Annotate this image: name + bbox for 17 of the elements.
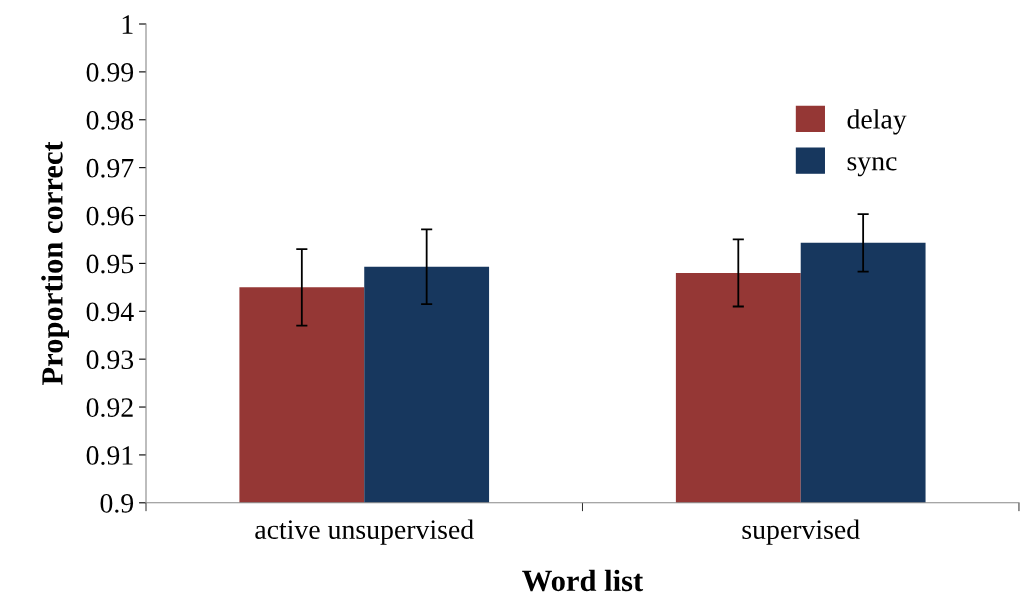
y-axis-title: Proportion correct: [41, 141, 69, 385]
y-tick-label: 0.92: [86, 398, 133, 418]
y-tick-label: 0.94: [86, 302, 134, 322]
y-tick-label: 0.91: [86, 446, 133, 465]
y-tick-label: 0.9: [100, 493, 134, 513]
y-tick-label: 0.99: [86, 63, 134, 82]
legend-label: sync: [847, 157, 897, 177]
y-tick-label: 0.98: [86, 110, 134, 130]
x-tick-label: active unsupervised: [255, 519, 474, 545]
y-tick-label: 0.93: [86, 350, 134, 370]
legend-label: delay: [847, 109, 907, 135]
x-tick-label: supervised: [742, 519, 860, 545]
y-tick-label: 0.97: [86, 158, 134, 178]
y-tick-label: 0.95: [86, 254, 134, 274]
y-tick-label: 0.96: [86, 206, 134, 226]
x-axis-title: Word list: [522, 569, 644, 592]
y-tick-label: 1: [122, 15, 133, 34]
